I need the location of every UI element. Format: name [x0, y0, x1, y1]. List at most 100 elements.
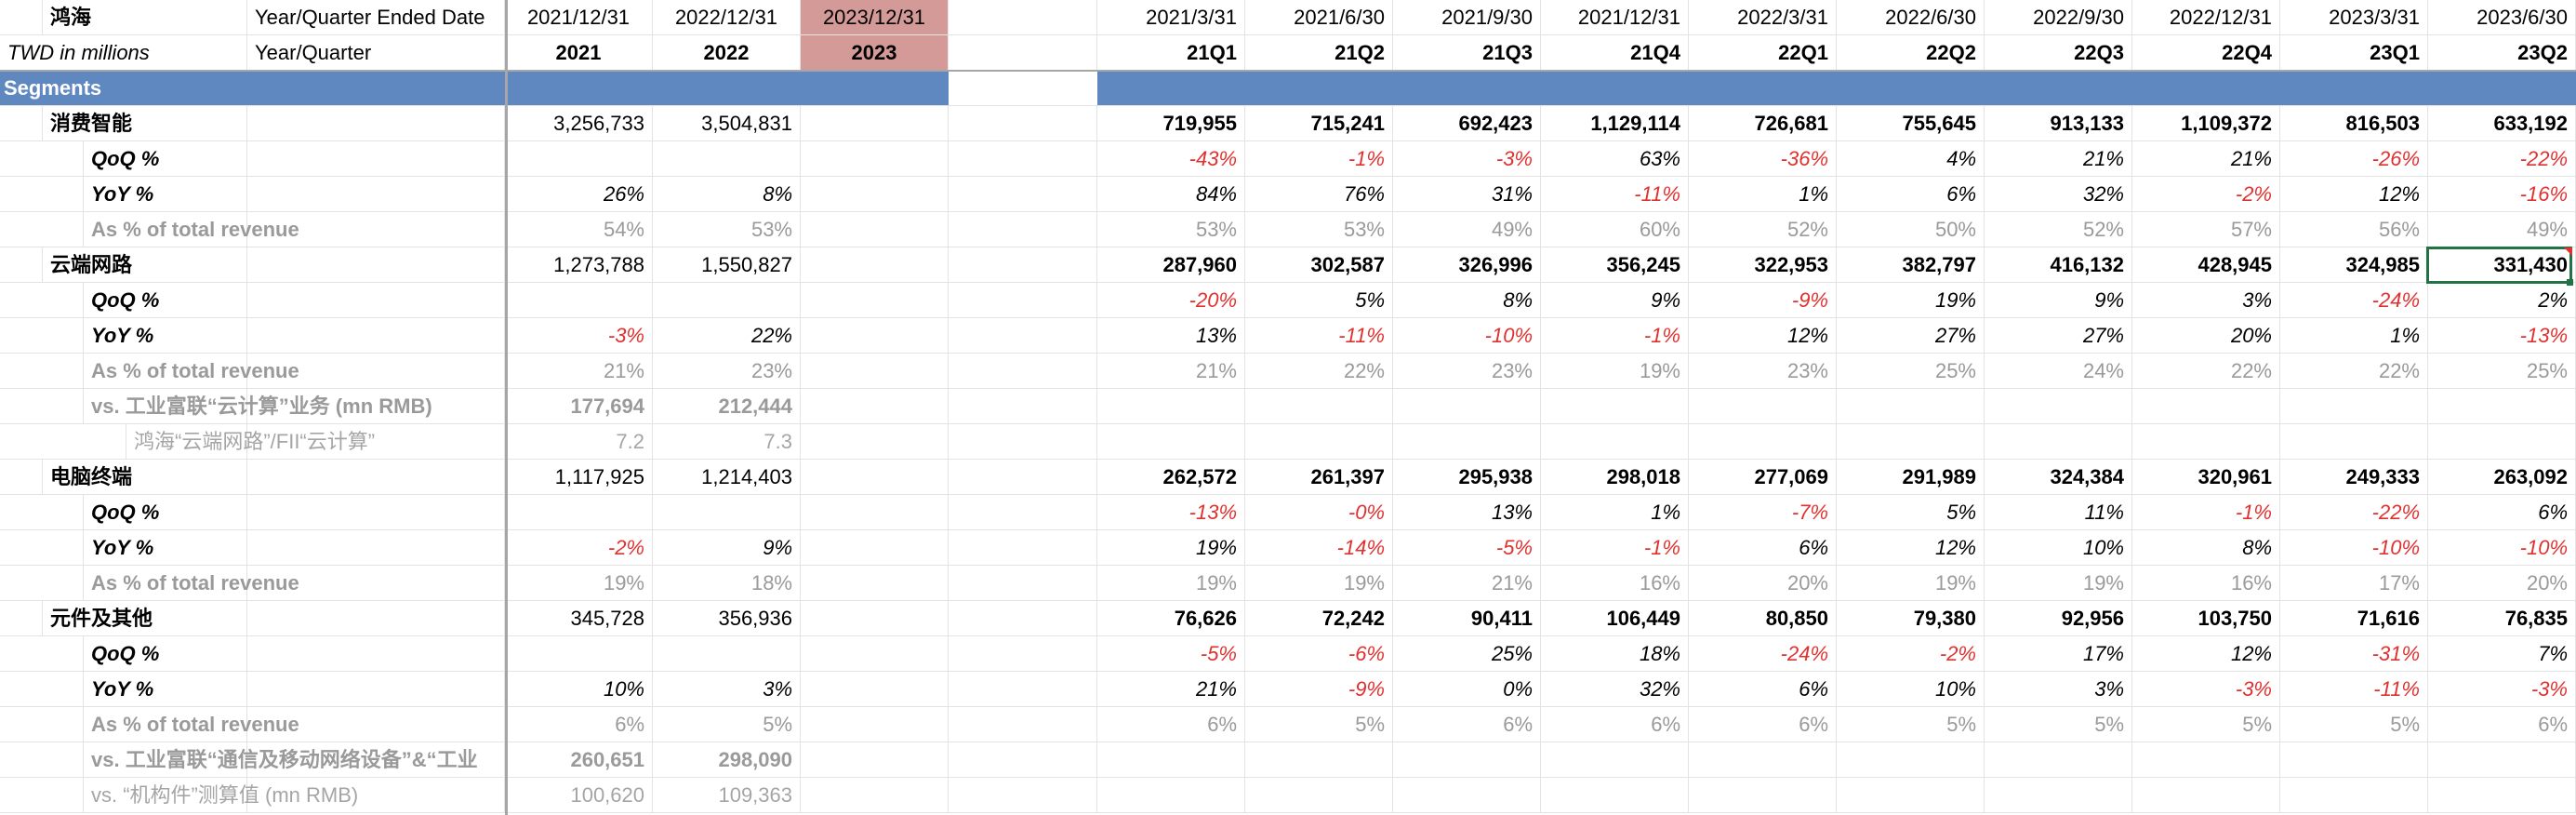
quarter-value-cell[interactable]: 6%	[1393, 707, 1541, 742]
quarter-period-cell[interactable]: 22Q2	[1837, 35, 1985, 70]
quarter-value-cell[interactable]	[1985, 389, 2132, 423]
annual-value-cell[interactable]	[801, 212, 949, 247]
quarter-value-cell[interactable]	[2428, 778, 2576, 812]
quarter-value-cell[interactable]: 263,092	[2428, 460, 2576, 494]
row-label[interactable]: QoQ %	[84, 636, 247, 671]
quarter-value-cell[interactable]: 719,955	[1097, 106, 1245, 140]
quarter-value-cell[interactable]: 6%	[1689, 672, 1837, 706]
quarter-value-cell[interactable]: -1%	[1245, 141, 1393, 176]
row-label[interactable]: As % of total revenue	[84, 707, 299, 742]
quarter-period-cell[interactable]: 22Q4	[2132, 35, 2280, 70]
quarter-value-cell[interactable]	[2428, 389, 2576, 423]
quarter-value-cell[interactable]: -11%	[1541, 177, 1689, 211]
quarter-value-cell[interactable]: -11%	[1245, 318, 1393, 353]
spacer-cell[interactable]	[949, 460, 1097, 494]
quarter-value-cell[interactable]: 71,616	[2280, 601, 2428, 635]
quarter-value-cell[interactable]: 17%	[1985, 636, 2132, 671]
spacer-cell[interactable]	[949, 283, 1097, 317]
quarter-value-cell[interactable]: 6%	[1837, 177, 1985, 211]
quarter-value-cell[interactable]	[2132, 742, 2280, 777]
quarter-value-cell[interactable]: -14%	[1245, 530, 1393, 565]
annual-value-cell[interactable]	[505, 141, 653, 176]
quarter-date-cell[interactable]: 2022/9/30	[1985, 0, 2132, 34]
quarter-value-cell[interactable]: 22%	[2132, 354, 2280, 388]
quarter-value-cell[interactable]: 5%	[1985, 707, 2132, 742]
quarter-value-cell[interactable]: 755,645	[1837, 106, 1985, 140]
annual-period-cell[interactable]: 2022	[653, 35, 801, 70]
label-spacer[interactable]	[247, 212, 505, 247]
row-label[interactable]: QoQ %	[84, 283, 247, 317]
quarter-value-cell[interactable]: 24%	[1985, 354, 2132, 388]
quarter-value-cell[interactable]: 320,961	[2132, 460, 2280, 494]
row-gutter[interactable]	[0, 460, 43, 494]
row-label[interactable]: 电脑终端	[43, 460, 247, 494]
quarter-value-cell[interactable]: 76%	[1245, 177, 1393, 211]
quarter-value-cell[interactable]	[1689, 424, 1837, 459]
row-label[interactable]: 元件及其他	[43, 601, 247, 635]
quarter-value-cell[interactable]: 19%	[1985, 566, 2132, 600]
annual-value-cell[interactable]: 9%	[653, 530, 801, 565]
quarter-period-cell[interactable]: 22Q3	[1985, 35, 2132, 70]
annual-value-cell[interactable]	[505, 636, 653, 671]
quarter-value-cell[interactable]	[2132, 778, 2280, 812]
quarter-value-cell[interactable]: 16%	[1541, 566, 1689, 600]
period-row-label[interactable]: Year/Quarter	[247, 35, 505, 70]
annual-value-cell[interactable]: 212,444	[653, 389, 801, 423]
fill-handle[interactable]	[2567, 279, 2573, 286]
quarter-date-cell[interactable]: 2021/6/30	[1245, 0, 1393, 34]
quarter-value-cell[interactable]: 8%	[1393, 283, 1541, 317]
quarter-date-cell[interactable]: 2021/12/31	[1541, 0, 1689, 34]
label-spacer[interactable]	[247, 778, 505, 812]
quarter-value-cell[interactable]: -10%	[2280, 530, 2428, 565]
row-label[interactable]: QoQ %	[84, 495, 247, 529]
annual-value-cell[interactable]	[653, 283, 801, 317]
quarter-value-cell[interactable]: 261,397	[1245, 460, 1393, 494]
label-spacer[interactable]	[247, 460, 505, 494]
quarter-value-cell[interactable]: -3%	[2132, 672, 2280, 706]
quarter-value-cell[interactable]: -22%	[2280, 495, 2428, 529]
row-gutter[interactable]	[0, 318, 84, 353]
spacer-cell[interactable]	[949, 318, 1097, 353]
quarter-value-cell[interactable]	[2280, 424, 2428, 459]
quarter-value-cell[interactable]	[2132, 424, 2280, 459]
quarter-value-cell[interactable]: 5%	[2280, 707, 2428, 742]
annual-value-cell[interactable]	[801, 672, 949, 706]
annual-value-cell[interactable]: 18%	[653, 566, 801, 600]
label-spacer[interactable]	[247, 672, 505, 706]
annual-value-cell[interactable]: 22%	[653, 318, 801, 353]
annual-value-cell[interactable]	[801, 601, 949, 635]
quarter-value-cell[interactable]: 18%	[1541, 636, 1689, 671]
quarter-value-cell[interactable]	[1985, 742, 2132, 777]
label-spacer[interactable]	[247, 742, 505, 777]
quarter-value-cell[interactable]: 12%	[2280, 177, 2428, 211]
quarter-value-cell[interactable]: 22%	[1245, 354, 1393, 388]
quarter-value-cell[interactable]: 63%	[1541, 141, 1689, 176]
quarter-value-cell[interactable]: 19%	[1097, 566, 1245, 600]
quarter-value-cell[interactable]: 9%	[1541, 283, 1689, 317]
annual-value-cell[interactable]: 100,620	[505, 778, 653, 812]
row-gutter[interactable]	[0, 141, 84, 176]
quarter-value-cell[interactable]: 12%	[1689, 318, 1837, 353]
quarter-value-cell[interactable]: -31%	[2280, 636, 2428, 671]
quarter-value-cell[interactable]: 23%	[1393, 354, 1541, 388]
quarter-value-cell[interactable]: 52%	[1689, 212, 1837, 247]
quarter-value-cell[interactable]: 49%	[2428, 212, 2576, 247]
quarter-value-cell[interactable]: 103,750	[2132, 601, 2280, 635]
quarter-value-cell[interactable]	[1689, 389, 1837, 423]
annual-value-cell[interactable]: 298,090	[653, 742, 801, 777]
quarter-value-cell[interactable]: 23%	[1689, 354, 1837, 388]
annual-value-cell[interactable]: 3%	[653, 672, 801, 706]
quarter-value-cell[interactable]: 20%	[2428, 566, 2576, 600]
quarter-value-cell[interactable]: 19%	[1541, 354, 1689, 388]
quarter-value-cell[interactable]: 11%	[1985, 495, 2132, 529]
row-label[interactable]: YoY %	[84, 177, 247, 211]
quarter-value-cell[interactable]	[1097, 742, 1245, 777]
quarter-date-cell[interactable]: 2023/6/30	[2428, 0, 2576, 34]
quarter-value-cell[interactable]	[1541, 424, 1689, 459]
label-spacer[interactable]	[247, 106, 505, 140]
quarter-value-cell[interactable]: 80,850	[1689, 601, 1837, 635]
annual-value-cell[interactable]: 26%	[505, 177, 653, 211]
annual-value-cell[interactable]: 356,936	[653, 601, 801, 635]
quarter-value-cell[interactable]: 3%	[2132, 283, 2280, 317]
